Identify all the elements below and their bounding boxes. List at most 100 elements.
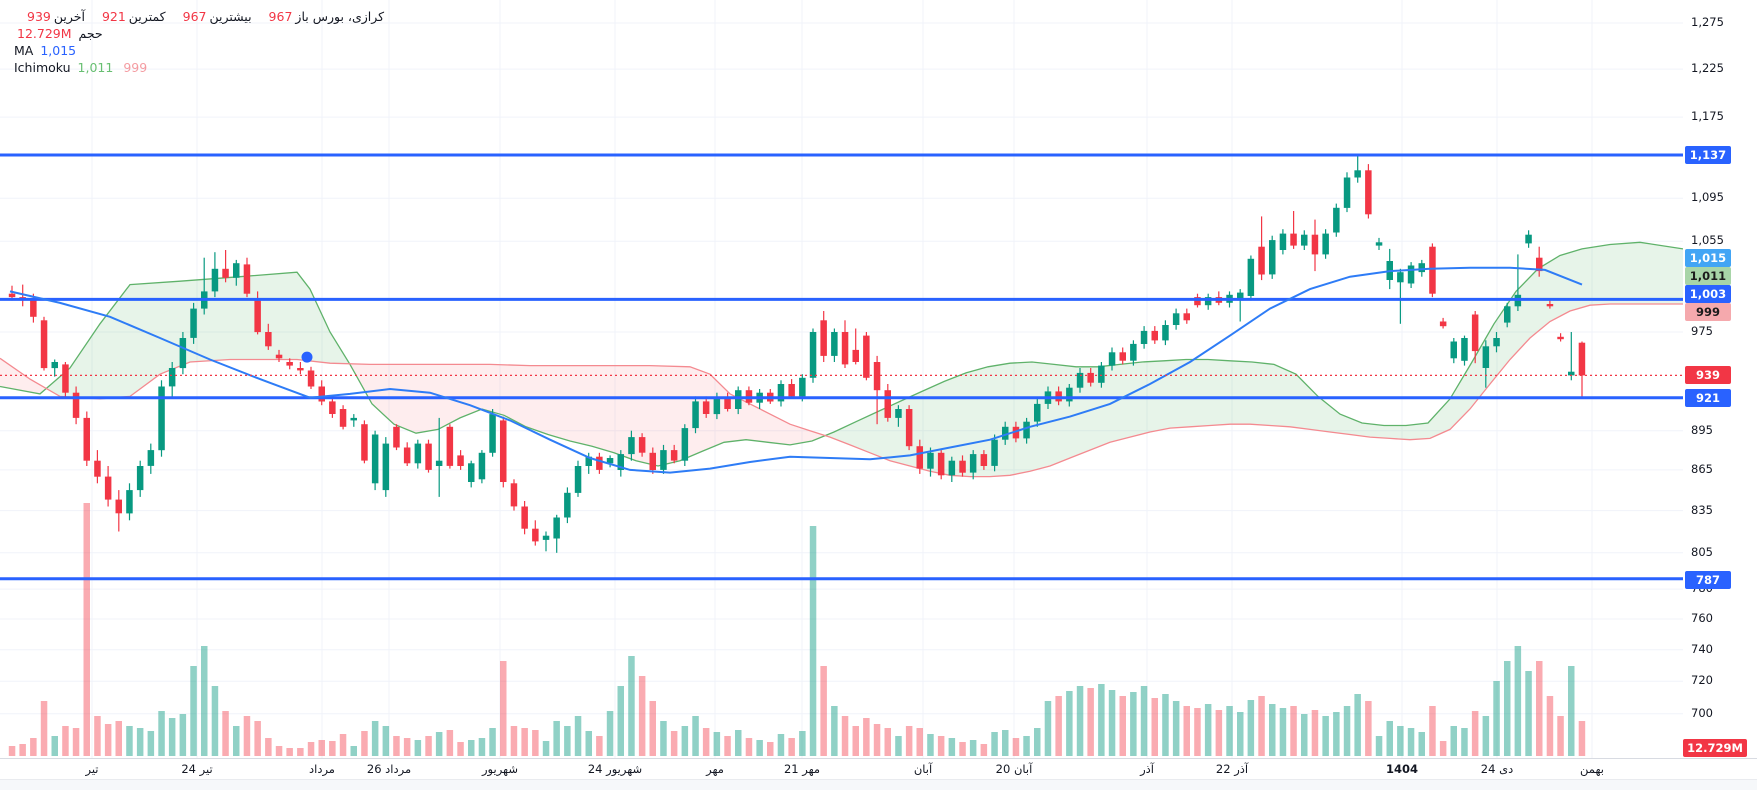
candle-body	[1162, 325, 1169, 341]
candle-body	[820, 320, 827, 356]
price-label-box[interactable]: 939	[1685, 366, 1731, 384]
candle-body	[905, 409, 913, 447]
candle-body	[606, 458, 614, 464]
candle-body	[435, 460, 443, 466]
candle-body	[94, 460, 101, 477]
candle-body	[895, 409, 902, 418]
price-tick: 1,275	[1691, 15, 1724, 29]
candle-body	[168, 368, 176, 387]
grid-layer	[0, 0, 1683, 758]
candle-body	[1087, 372, 1094, 383]
candle-body	[425, 443, 432, 470]
candle-body	[799, 377, 806, 397]
candle-body	[40, 320, 48, 369]
candle-body	[1525, 234, 1532, 244]
candle-body	[1429, 246, 1436, 294]
candle-body	[371, 434, 379, 484]
candle-body	[510, 483, 518, 507]
price-label-box[interactable]: 1,015	[1685, 249, 1731, 267]
candle-body	[542, 535, 550, 540]
candle-body	[1012, 426, 1020, 439]
symbol-name[interactable]: کرازی، بورس	[312, 9, 385, 24]
ichimoku-cloud	[0, 241, 1683, 478]
candle-body	[1504, 306, 1511, 323]
candle-body	[649, 452, 656, 470]
price-axis[interactable]: 1,275 1,225 1,175 1,095 1,055 975 895 865 835 805…	[1683, 0, 1757, 758]
candles-layer	[8, 155, 1586, 553]
ichimoku-b-value: 999	[123, 60, 148, 75]
candle-body	[1397, 272, 1404, 283]
candle-body	[1183, 313, 1190, 321]
candle-body	[350, 417, 357, 421]
ma-label[interactable]: MA	[14, 43, 34, 58]
price-label-box[interactable]: 1,003	[1685, 285, 1731, 303]
candle-body	[468, 463, 475, 482]
candle-body	[1258, 246, 1265, 275]
candle-body	[1279, 233, 1287, 250]
low-value: 921	[101, 9, 126, 24]
candle-body	[553, 517, 560, 539]
price-tick: 760	[1691, 611, 1713, 625]
volume-layer	[8, 503, 1586, 756]
candle-body	[617, 454, 624, 470]
price-label-box[interactable]: 12.729M	[1683, 739, 1747, 757]
candle-body	[147, 450, 155, 466]
candle-body	[72, 392, 80, 418]
price-label-box[interactable]: 999	[1685, 303, 1731, 321]
price-tick: 740	[1691, 642, 1713, 656]
candle-body	[30, 299, 37, 317]
candle-body	[1343, 177, 1351, 208]
candle-body	[1578, 342, 1586, 376]
last-value: 939	[27, 9, 51, 24]
candle-body	[382, 443, 390, 491]
low-label: کمترین921	[101, 9, 166, 24]
bottom-margin	[0, 779, 1757, 790]
candle-body	[489, 414, 496, 453]
candle-body	[1407, 265, 1415, 284]
candle-body	[1204, 297, 1212, 306]
candle-body	[788, 384, 795, 397]
marker-dot[interactable]	[301, 351, 313, 363]
candle-body	[243, 264, 251, 294]
candle-body	[1076, 372, 1084, 388]
candle-body	[532, 528, 539, 542]
candle-body	[1461, 338, 1468, 361]
price-tick: 1,225	[1691, 61, 1724, 75]
candle-body	[104, 476, 112, 500]
candle-body	[692, 401, 699, 429]
legend-ma-row: MA 1,015	[14, 42, 384, 59]
candle-body	[991, 439, 998, 466]
candle-body	[777, 384, 785, 402]
price-label-box[interactable]: 1,137	[1685, 146, 1731, 164]
price-tick: 975	[1691, 324, 1713, 338]
candle-body	[115, 499, 122, 514]
candle-body	[713, 397, 721, 415]
price-label-box[interactable]: 921	[1685, 389, 1731, 407]
time-axis-label: مهر	[706, 762, 724, 776]
price-tick: 1,055	[1691, 233, 1724, 247]
candle-body	[1130, 343, 1137, 361]
candle-body	[1002, 426, 1009, 440]
candle-body	[275, 354, 283, 359]
open-value: 967	[268, 9, 293, 24]
price-chart-pane[interactable]: کرازی، بورس باز967 بیشترین967 کمترین921 …	[0, 0, 1683, 758]
candle-body	[297, 368, 304, 371]
candle-body	[254, 300, 261, 333]
candle-body	[233, 263, 240, 278]
candle-body	[126, 490, 133, 514]
ichimoku-label[interactable]: Ichimoku	[14, 60, 71, 75]
chart-canvas[interactable]	[0, 0, 1683, 758]
candle-body	[948, 460, 956, 476]
price-label-box[interactable]: 787	[1685, 571, 1731, 589]
candle-body	[1568, 371, 1575, 376]
candle-body	[1354, 170, 1361, 178]
candle-body	[1375, 242, 1383, 246]
price-tick: 1,095	[1691, 190, 1724, 204]
price-tick: 895	[1691, 423, 1713, 437]
price-label-box[interactable]: 1,011	[1685, 267, 1731, 285]
candle-body	[1365, 170, 1372, 215]
time-axis-label: مرداد	[309, 762, 335, 776]
candle-body	[1471, 314, 1479, 352]
price-tick: 700	[1691, 706, 1713, 720]
time-axis[interactable]: تیر 24 تیر مرداد 26 مرداد شهریور 24 شهریور مهر…	[0, 758, 1757, 780]
